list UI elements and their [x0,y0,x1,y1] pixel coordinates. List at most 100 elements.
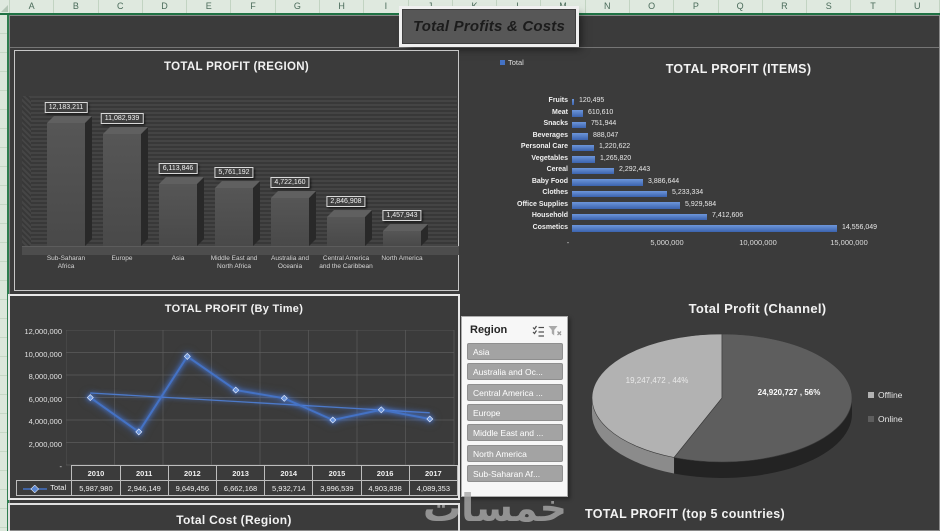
column-header-R[interactable]: R [763,0,808,13]
column-header-K[interactable]: K [453,0,498,13]
slicer-item-central-america-[interactable]: Central America ... [467,383,563,401]
items-category-label: Beverages [532,131,568,139]
clear-filter-icon[interactable] [548,325,562,337]
bytime-value-cell: 3,996,539 [312,480,362,496]
items-bar[interactable] [572,167,614,174]
column-header-I[interactable]: I [364,0,409,13]
bar-top-face [327,210,372,217]
legend-label-offline: Offline [878,390,903,400]
bar-side-face [197,177,204,246]
items-value-label: 610,610 [588,108,614,116]
bar-side-face [253,181,260,246]
pie-slice-offline[interactable] [591,333,723,458]
items-bar[interactable] [572,190,667,197]
bytime-year-cell: 2011 [119,465,169,481]
chart-floor [22,246,459,255]
region-chart-title: TOTAL PROFIT (REGION) [164,61,309,73]
column-header-S[interactable]: S [807,0,852,13]
column-header-M[interactable]: M [541,0,586,13]
bytime-value-cell: 9,649,456 [167,480,217,496]
items-bar[interactable] [572,144,594,151]
items-bar[interactable] [572,110,583,117]
column-header-H[interactable]: H [320,0,365,13]
column-header-P[interactable]: P [674,0,719,13]
column-header-O[interactable]: O [630,0,675,13]
pie-label-offline: 19,247,472 , 44% [626,376,689,385]
items-bar[interactable] [572,98,574,105]
items-category-label: Household [531,212,568,219]
column-header-J[interactable]: J [409,0,453,13]
region-bar[interactable] [383,224,428,246]
bar-data-label: 1,457,943 [382,210,422,221]
bar-top-face [271,191,316,198]
bytime-value-cell: 4,903,838 [360,480,410,496]
slicer-title: Region [470,324,508,336]
column-header-G[interactable]: G [276,0,320,13]
dashboard-title-box[interactable]: Total Profits & Costs [402,9,576,44]
items-bar[interactable] [572,133,588,140]
items-category-label: Cosmetics [532,223,568,231]
bar-top-face [159,177,204,184]
items-bar[interactable] [572,225,837,232]
region-bar[interactable] [271,191,316,246]
region-bar[interactable] [103,127,148,246]
slicer-item-asia[interactable]: Asia [467,343,563,360]
region-bar[interactable] [159,177,204,246]
region-slicer[interactable]: Region Asia Australia and Oc... Central Am… [461,316,568,497]
chart-total-profit-region[interactable]: TOTAL PROFIT (REGION) 12,183,211 Sub-Saha… [14,50,459,291]
bytime-year-cell: 2017 [408,465,459,481]
items-bar[interactable] [572,213,707,220]
slicer-item-sub-saharan-af-[interactable]: Sub-Saharan Af... [467,464,563,482]
bar-data-label: 4,722,160 [270,177,310,188]
column-header-A[interactable]: A [10,0,55,13]
bytime-ytick: - [59,462,63,471]
items-value-label: 5,929,584 [685,200,717,208]
channel-pie: 19,247,472 , 44% 24,920,727 , 56% Offline O… [591,333,903,479]
items-value-label: 751,944 [591,120,617,127]
bar-category-label: Central America and the Caribbean [319,255,373,271]
column-header-D[interactable]: D [143,0,188,13]
chart-total-cost-region[interactable]: Total Cost (Region) [8,503,460,531]
chart-total-profit-by-time[interactable]: TOTAL PROFIT (By Time) 12,000,000 10,000,… [8,294,460,500]
items-chart-title: TOTAL PROFIT (ITEMS) [665,62,812,76]
items-bar[interactable] [572,156,595,163]
bytime-value-cell: 4,089,353 [408,480,459,496]
column-header-C[interactable]: C [99,0,143,13]
slicer-item-europe[interactable]: Europe [467,403,563,421]
column-header-T[interactable]: T [851,0,896,13]
bytime-data-table: 2010 2011 2012 2013 2014 2015 2016 2017 Total 5,9… [15,465,459,496]
items-axis-tick: 15,000,000 [830,238,868,247]
slicer-item-middle-east-and-[interactable]: Middle East and ... [467,424,563,442]
select-all-corner[interactable] [0,0,10,13]
multi-select-icon[interactable] [532,325,545,337]
region-bar[interactable] [327,210,372,246]
bytime-year-cell: 2013 [215,465,266,481]
column-header-Q[interactable]: Q [719,0,763,13]
panel-divider-line [10,47,939,48]
items-value-label: 14,556,049 [842,223,878,231]
bytime-legend-cell: Total [15,480,73,496]
bytime-ytick: 4,000,000 [28,417,62,426]
slicer-item-australia-and-oc-[interactable]: Australia and Oc... [467,363,563,381]
items-bar[interactable] [572,179,643,186]
region-bar[interactable] [47,116,92,246]
column-header-F[interactable]: F [231,0,276,13]
items-bar[interactable] [572,121,586,128]
bar-category-label: Australia and Oceania [271,255,309,271]
pie-slice-online[interactable] [673,333,853,463]
chart-total-profit-items[interactable]: TOTAL PROFIT (ITEMS) Fruits 120,495 Meat 61… [500,58,935,250]
column-header-L[interactable]: L [497,0,542,13]
column-header-B[interactable]: B [54,0,99,13]
items-category-label: Meat [552,108,568,116]
bar-category-label: Europe [111,255,133,262]
channel-chart-title: Total Profit (Channel) [688,301,827,316]
chart-total-profit-channel[interactable]: Total Profit (Channel) 19,247,472 , 44% 2… [575,295,940,510]
items-bar[interactable] [572,202,680,209]
column-header-E[interactable]: E [187,0,232,13]
column-header-N[interactable]: N [586,0,630,13]
region-bar[interactable] [215,181,260,246]
bar-category-label: Middle East and North Africa [210,255,258,271]
slicer-item-north-america[interactable]: North America [467,444,563,462]
column-header-U[interactable]: U [896,0,940,13]
